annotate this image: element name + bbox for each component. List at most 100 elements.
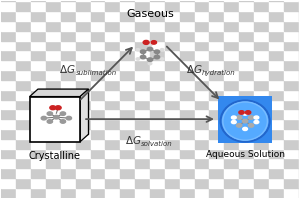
Bar [91,0,105,1]
Bar [224,168,239,178]
Bar [239,188,254,198]
Bar [269,129,284,139]
Bar [165,139,180,149]
Bar [76,109,91,119]
Bar [239,1,254,11]
Bar [16,139,31,149]
Bar [298,129,300,139]
Bar [61,60,76,70]
Bar [91,100,105,109]
Bar [61,109,76,119]
Bar [91,41,105,50]
Bar [195,100,209,109]
Bar [61,50,76,60]
Bar [239,60,254,70]
Bar [239,100,254,109]
Bar [120,129,135,139]
Bar [209,109,224,119]
Bar [224,178,239,188]
Bar [180,178,195,188]
Bar [135,21,150,31]
Bar [195,31,209,41]
Bar [16,158,31,168]
Bar [61,11,76,21]
Bar [16,11,31,21]
Bar [31,188,46,198]
Bar [180,31,195,41]
Bar [135,188,150,198]
Bar [284,158,298,168]
Bar [91,119,105,129]
Bar [61,178,76,188]
Bar [180,80,195,90]
Bar [150,100,165,109]
Bar [46,129,61,139]
Bar [91,31,105,41]
Bar [91,11,105,21]
Bar [76,80,91,90]
Bar [239,0,254,1]
Circle shape [160,58,164,60]
Bar [180,1,195,11]
Bar [165,158,180,168]
Bar [91,168,105,178]
Circle shape [154,55,160,59]
Bar [254,178,269,188]
Bar [165,21,180,31]
Bar [135,31,150,41]
Bar [224,1,239,11]
Bar [16,41,31,50]
Bar [76,100,91,109]
Bar [224,139,239,149]
Bar [135,11,150,21]
Circle shape [248,124,254,127]
Bar [120,41,135,50]
Bar [165,41,180,50]
Bar [209,168,224,178]
Bar [76,168,91,178]
Bar [269,90,284,100]
Bar [76,70,91,80]
Bar [61,139,76,149]
Bar [31,158,46,168]
Circle shape [140,55,146,59]
Bar [254,70,269,80]
Circle shape [147,47,153,51]
Bar [135,109,150,119]
Bar [284,139,298,149]
Bar [150,149,165,158]
Bar [298,50,300,60]
Bar [239,119,254,129]
Bar [284,1,298,11]
Bar [61,41,76,50]
Bar [135,41,150,50]
Circle shape [243,127,248,131]
Bar [46,70,61,80]
Bar [239,139,254,149]
Bar [105,0,120,1]
Bar [209,100,224,109]
Bar [16,178,31,188]
Bar [135,70,150,80]
Bar [2,0,16,1]
Bar [239,31,254,41]
Bar [2,178,16,188]
Bar [135,168,150,178]
Bar [46,21,61,31]
Bar [31,1,46,11]
Bar [180,60,195,70]
Bar [284,41,298,50]
Circle shape [243,112,248,115]
Bar [150,119,165,129]
Bar [105,100,120,109]
Bar [269,50,284,60]
Bar [61,1,76,11]
Bar [76,41,91,50]
Bar [284,119,298,129]
Bar [165,50,180,60]
Bar [254,139,269,149]
Bar [209,0,224,1]
Bar [61,90,76,100]
Circle shape [239,111,244,114]
Bar [76,139,91,149]
